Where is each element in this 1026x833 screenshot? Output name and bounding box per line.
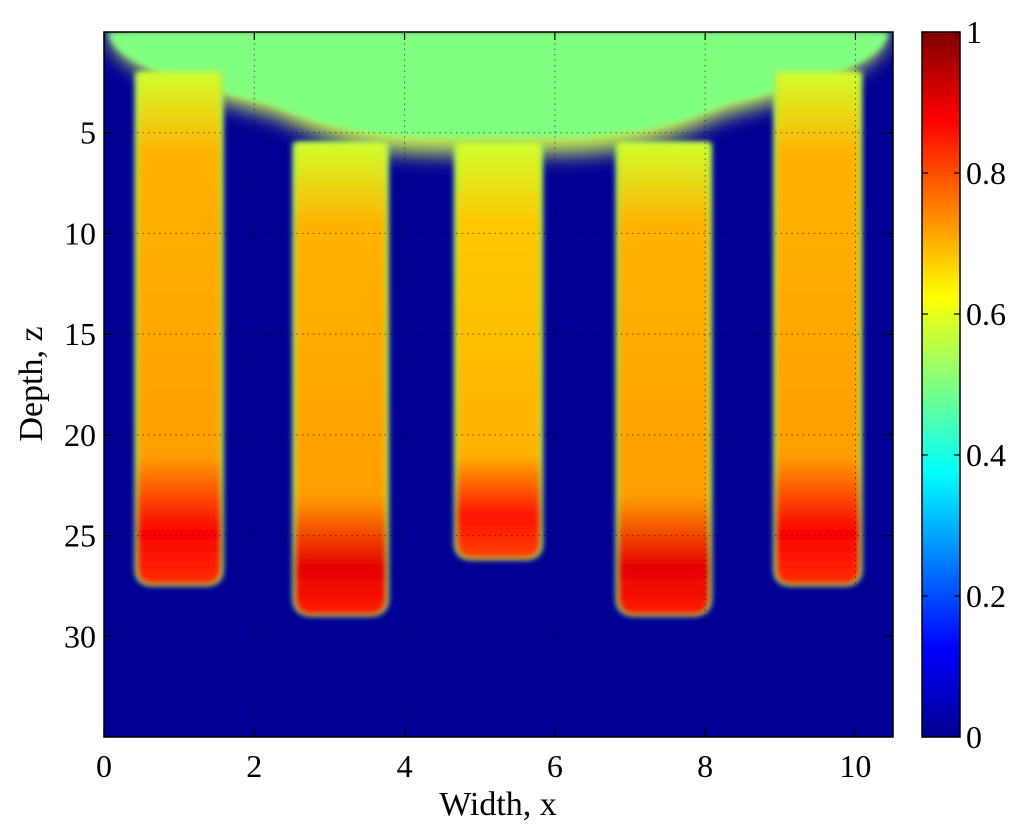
y-tick-label: 5 [80, 115, 96, 151]
plot-frame [103, 31, 894, 738]
y-tick-label: 15 [64, 316, 96, 352]
finger-body [457, 142, 540, 558]
finger-body [776, 72, 860, 584]
colorbar-tick-label: 0 [966, 719, 982, 755]
colorbar [921, 31, 961, 738]
plot-area [104, 32, 893, 737]
mixing-zone [107, 32, 890, 139]
finger-2 [292, 142, 389, 617]
y-tick-label: 25 [64, 518, 96, 554]
colorbar-tick-label: 0.6 [966, 296, 1006, 332]
x-tick-label: 0 [96, 748, 112, 784]
finger-5 [773, 72, 863, 586]
finger-1 [134, 72, 224, 586]
y-tick-label: 10 [64, 215, 96, 251]
y-axis-ticks: 5 10 15 20 25 30 [64, 115, 893, 654]
x-tick-label: 8 [697, 748, 713, 784]
colorbar-tick-label: 0.2 [966, 578, 1006, 614]
x-tick-label: 4 [397, 748, 413, 784]
finger-4 [615, 142, 712, 617]
y-tick-label: 30 [64, 618, 96, 654]
x-tick-label: 2 [246, 748, 262, 784]
finger-body [295, 142, 386, 615]
finger-3 [454, 142, 543, 560]
finger-body [137, 72, 221, 584]
y-tick-label: 20 [64, 417, 96, 453]
colorbar-tick-label: 1 [966, 14, 982, 50]
x-axis-ticks: 0 2 4 6 8 10 [96, 32, 871, 784]
x-tick-label: 10 [839, 748, 871, 784]
x-tick-label: 6 [547, 748, 563, 784]
x-axis-label: Width, x [439, 786, 557, 823]
y-axis-label: Depth, z [13, 326, 50, 441]
colorbar-ticks: 0 0.2 0.4 0.6 0.8 1 [922, 14, 1006, 755]
finger-body [618, 142, 709, 615]
colorbar-tick-label: 0.4 [966, 437, 1006, 473]
grid-lines [104, 32, 893, 737]
colorbar-tick-label: 0.8 [966, 155, 1006, 191]
